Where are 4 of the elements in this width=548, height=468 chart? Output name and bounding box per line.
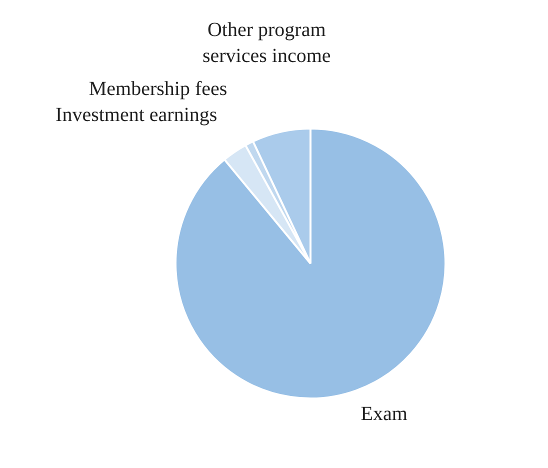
slice-label: Membership fees (88, 78, 228, 100)
slice-label: Exam (360, 403, 408, 426)
slice-label: Investment earnings (56, 104, 218, 126)
slice-label: Other program services income (202, 18, 331, 68)
